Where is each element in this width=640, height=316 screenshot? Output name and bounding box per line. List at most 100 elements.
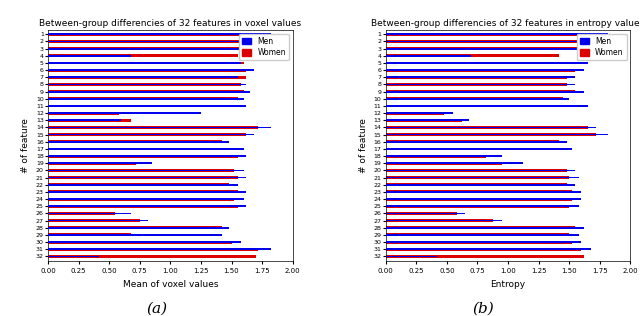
Bar [386,140,559,143]
Bar [48,256,99,257]
Bar [48,133,246,136]
Bar [386,198,572,201]
Bar [386,127,596,128]
Bar [386,69,575,72]
Bar [386,33,609,35]
Bar [48,119,122,121]
Bar [48,105,246,107]
Bar [48,127,271,128]
Bar [386,40,588,43]
Bar [48,220,148,222]
Text: (a): (a) [146,302,168,316]
Bar [386,169,567,172]
Bar [386,105,588,107]
Bar [48,91,250,93]
Bar [48,176,237,179]
Legend: Men, Women: Men, Women [239,34,289,60]
Bar [48,248,259,251]
Bar [386,90,575,93]
Bar [48,40,250,43]
Bar [48,62,241,64]
Bar [386,133,596,136]
Bar [48,162,152,164]
Bar [386,112,444,115]
Bar [48,212,115,215]
Bar [48,55,131,57]
Legend: Men, Women: Men, Women [577,34,627,60]
Bar [48,234,221,236]
Bar [386,62,588,64]
Bar [386,98,569,100]
Bar [386,176,569,179]
Bar [48,213,131,214]
Bar [48,170,244,171]
Bar [48,169,234,172]
Bar [386,184,575,185]
Bar [386,170,575,171]
Bar [48,105,241,107]
Bar [48,141,229,143]
Bar [48,226,221,229]
Bar [48,148,234,150]
Bar [48,62,244,64]
Bar [386,241,582,243]
Bar [48,234,131,236]
Bar [48,177,246,179]
Bar [48,98,244,100]
Bar [48,76,246,79]
Bar [48,69,253,71]
Bar [386,119,469,121]
Bar [48,134,253,136]
Bar [386,191,572,193]
Bar [48,140,221,143]
Bar [386,191,582,193]
Bar [386,134,609,136]
Bar [48,112,201,114]
Y-axis label: # of feature: # of feature [21,118,30,173]
Bar [48,240,232,244]
Bar [386,40,596,42]
Bar [48,83,241,86]
Bar [386,84,575,85]
Bar [386,212,457,215]
Bar [386,69,584,71]
Bar [386,126,588,129]
Bar [386,220,502,222]
Bar [48,33,271,35]
Bar [386,227,584,228]
Bar [48,162,136,165]
Bar [386,76,575,78]
Bar [386,54,559,57]
Bar [48,119,131,122]
Bar [386,47,579,50]
Bar [386,141,567,143]
Bar [48,84,246,85]
Bar [386,248,582,251]
Bar [386,255,584,258]
Bar [48,54,237,57]
Bar [386,155,486,158]
Bar [48,255,256,258]
Bar [386,205,569,208]
Title: Between-group differencies of 32 features in voxel values: Between-group differencies of 32 feature… [39,19,301,28]
X-axis label: Mean of voxel values: Mean of voxel values [123,280,218,289]
Text: (b): (b) [472,302,494,316]
Bar [48,69,246,72]
Bar [386,205,579,207]
Bar [386,55,471,57]
Bar [48,227,229,228]
Bar [48,97,237,100]
Bar [48,40,262,42]
Bar [386,119,461,122]
Bar [386,234,579,236]
Bar [48,198,234,201]
Bar [48,248,271,250]
Bar [386,105,579,107]
Bar [386,226,575,229]
Bar [386,162,523,164]
Bar [386,213,465,214]
Bar [386,198,582,200]
X-axis label: Entropy: Entropy [490,280,525,289]
Bar [386,219,493,222]
Bar [386,162,502,165]
